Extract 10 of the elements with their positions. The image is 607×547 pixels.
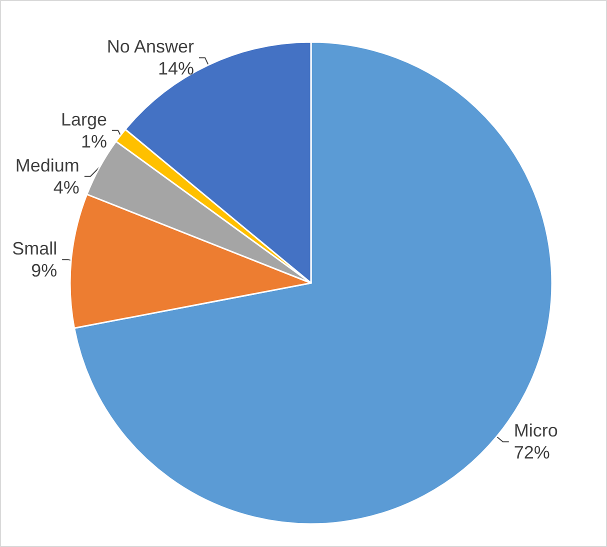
- data-label: 72%: [514, 442, 550, 463]
- slice-label: No Answer: [106, 36, 194, 57]
- slice-label: Large: [60, 109, 107, 130]
- data-label: 4%: [53, 177, 80, 198]
- slice-label: Micro: [514, 420, 558, 441]
- slice-label: Small: [12, 238, 58, 259]
- data-label: 1%: [80, 131, 107, 152]
- data-label: 9%: [31, 260, 58, 281]
- data-label: 14%: [158, 58, 194, 79]
- slice-label: Medium: [15, 155, 80, 176]
